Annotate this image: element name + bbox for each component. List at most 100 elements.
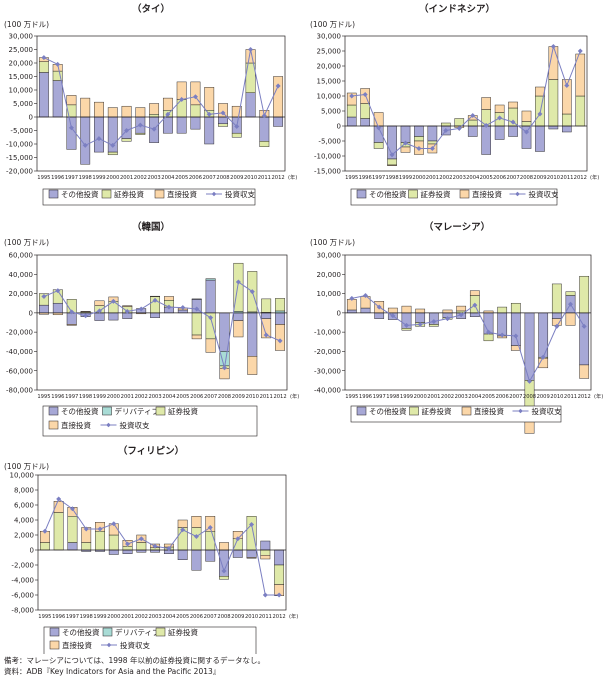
bar-portfolio xyxy=(259,141,270,147)
balance-point xyxy=(249,289,255,295)
balance-line xyxy=(44,498,280,596)
bar-other xyxy=(205,549,216,562)
legend-marker-balance xyxy=(106,422,111,428)
balance-point xyxy=(151,126,157,132)
x-unit-label: (年) xyxy=(288,173,297,181)
bar-other xyxy=(66,312,77,325)
bar-other xyxy=(508,125,518,137)
x-tick-label: 2001 xyxy=(121,394,134,400)
bar-other xyxy=(261,312,272,319)
balance-point xyxy=(581,323,587,329)
x-tick-label: 1996 xyxy=(359,394,372,400)
y-tick-label: 8,000 xyxy=(14,487,34,495)
x-unit-label: (年) xyxy=(289,612,298,620)
bar-portfolio xyxy=(467,119,478,127)
bar-other xyxy=(548,125,559,130)
bar-other xyxy=(232,549,243,558)
legend-label-fdi: 直接投資 xyxy=(472,189,502,199)
chart-title: （韓国） xyxy=(132,221,170,233)
legend-label-derivative: デリバティブ xyxy=(115,627,160,637)
balance-point xyxy=(402,140,409,146)
legend-label-portfolio: 証券投資 xyxy=(168,406,198,416)
balance-point xyxy=(207,524,213,531)
bar-fdi xyxy=(387,164,397,166)
bar-fdi xyxy=(135,107,146,118)
bar-other xyxy=(510,312,521,346)
legend-label-derivative: デリバティブ xyxy=(115,406,160,416)
unit-label: (100 万ドル) xyxy=(4,238,49,247)
x-tick-label: 2012 xyxy=(272,175,285,181)
balance-point xyxy=(83,526,89,532)
balance-point xyxy=(69,506,76,512)
legend-label-portfolio: 証券投資 xyxy=(421,189,451,199)
chart-korea: （韓国） (100 万ドル) 60,000 40,000 20,000 0 -20,000 -… xyxy=(4,221,299,437)
bar-portfolio xyxy=(360,103,370,119)
balance-point xyxy=(261,113,267,119)
x-tick-label: 2009 xyxy=(231,614,244,620)
plot-frame xyxy=(36,35,286,172)
legend-label-other: その他投資 xyxy=(61,189,99,199)
legend-label-balance: 投資収支 xyxy=(120,420,150,430)
x-tick-label: 1995 xyxy=(37,175,50,181)
balance-point xyxy=(523,129,530,135)
bar-other xyxy=(233,312,244,321)
legend-label-fdi: 直接投資 xyxy=(61,420,91,430)
bar-fdi xyxy=(177,519,188,528)
x-tick-label: 2010 xyxy=(547,175,560,181)
y-tick-label: -10,000 xyxy=(314,329,341,337)
y-tick-label: 10,000 xyxy=(317,93,342,101)
chart-indonesia: （インドネシア） (100 万ドル) 30,000 25,000 20,000 15,00… xyxy=(310,3,599,206)
chart-title: （マレーシア） xyxy=(424,221,490,233)
bar-other xyxy=(247,312,258,357)
x-tick-label: 2001 xyxy=(121,614,134,620)
bar-other xyxy=(38,72,49,118)
bar-other xyxy=(273,116,284,127)
bar-portfolio xyxy=(38,293,49,306)
bar-fdi xyxy=(66,95,77,106)
plot-frame xyxy=(36,254,288,391)
y-tick-label: -6,000 xyxy=(11,592,34,600)
x-tick-label: 2004 xyxy=(161,175,175,181)
x-tick-label: 2011 xyxy=(560,175,573,181)
balance-point xyxy=(483,122,489,128)
x-tick-label: 2003 xyxy=(148,394,161,400)
remark-note: 備考：マレーシアについては、1998 年以前の証券投資に関するデータなし。 xyxy=(4,656,265,665)
bar-fdi xyxy=(273,76,284,118)
legend-label-balance: 投資収支 xyxy=(532,406,562,416)
bar-other xyxy=(400,125,411,143)
balance-point xyxy=(110,142,116,148)
bar-other xyxy=(274,549,285,566)
bar-fdi xyxy=(162,97,173,111)
balance-point xyxy=(403,322,410,328)
bar-other xyxy=(535,125,545,152)
bar-fdi xyxy=(205,338,216,353)
y-tick-label: 25,000 xyxy=(317,48,342,56)
bar-derivative xyxy=(205,278,216,281)
balance-point xyxy=(82,142,88,148)
y-tick-label: 10,000 xyxy=(9,87,34,95)
balance-point xyxy=(152,297,158,303)
x-tick-label: 2004 xyxy=(468,394,482,400)
bar-other xyxy=(94,312,105,321)
balance-point xyxy=(417,321,423,328)
balance-point xyxy=(55,288,61,294)
balance-point xyxy=(97,526,103,532)
x-tick-label: 2009 xyxy=(533,175,546,181)
x-tick-label: 2005 xyxy=(480,175,493,181)
y-tick-label: 30,000 xyxy=(317,252,342,260)
bar-other xyxy=(360,307,371,314)
y-tick-label: 0 xyxy=(29,114,33,122)
bar-portfolio xyxy=(135,132,146,135)
chart-philippines: （フィリピン） (100 万ドル)10,000 8,000 6,000 4,000 2,0… xyxy=(4,445,298,658)
y-tick-label: 0 xyxy=(337,123,341,131)
bar-portfolio xyxy=(551,283,562,314)
bar-portfolio xyxy=(483,333,494,342)
balance-point xyxy=(349,93,355,99)
bar-other xyxy=(275,312,286,325)
x-tick-label: 2006 xyxy=(189,175,202,181)
y-tick-label: 0 xyxy=(30,547,34,555)
legend-box xyxy=(42,405,258,437)
y-tick-label: 6,000 xyxy=(14,502,34,510)
bar-fdi xyxy=(535,86,545,97)
legend-swatch-other xyxy=(48,406,59,416)
